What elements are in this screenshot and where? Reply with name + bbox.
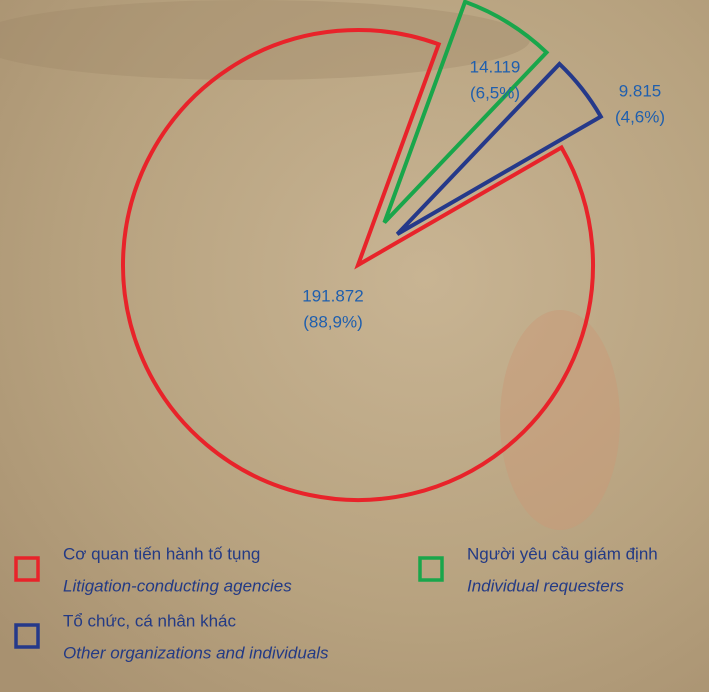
- value-label: 14.119: [470, 57, 521, 76]
- legend-swatch: [418, 556, 444, 582]
- background-photo: [0, 0, 530, 80]
- percent-label: (6,5%): [470, 83, 520, 102]
- legend-swatch: [14, 556, 40, 582]
- pie-slice: [121, 28, 595, 502]
- legend-label: Tổ chức, cá nhân khác: [63, 611, 236, 630]
- legend-label: Cơ quan tiến hành tố tụng: [63, 544, 260, 563]
- value-label: 191.872: [302, 286, 363, 305]
- legend-label: Người yêu cầu giám định: [467, 544, 658, 563]
- legend-label-en: Other organizations and individuals: [63, 643, 329, 662]
- legend-label-en: Litigation-conducting agencies: [63, 576, 292, 595]
- legend-label-en: Individual requesters: [467, 576, 624, 595]
- pie-slice: [395, 61, 604, 236]
- legend-swatch: [14, 623, 40, 649]
- background-photo: [500, 310, 620, 530]
- pie-slice: [382, 0, 550, 224]
- percent-label: (4,6%): [615, 107, 665, 126]
- percent-label: (88,9%): [303, 312, 363, 331]
- value-label: 9.815: [619, 81, 662, 100]
